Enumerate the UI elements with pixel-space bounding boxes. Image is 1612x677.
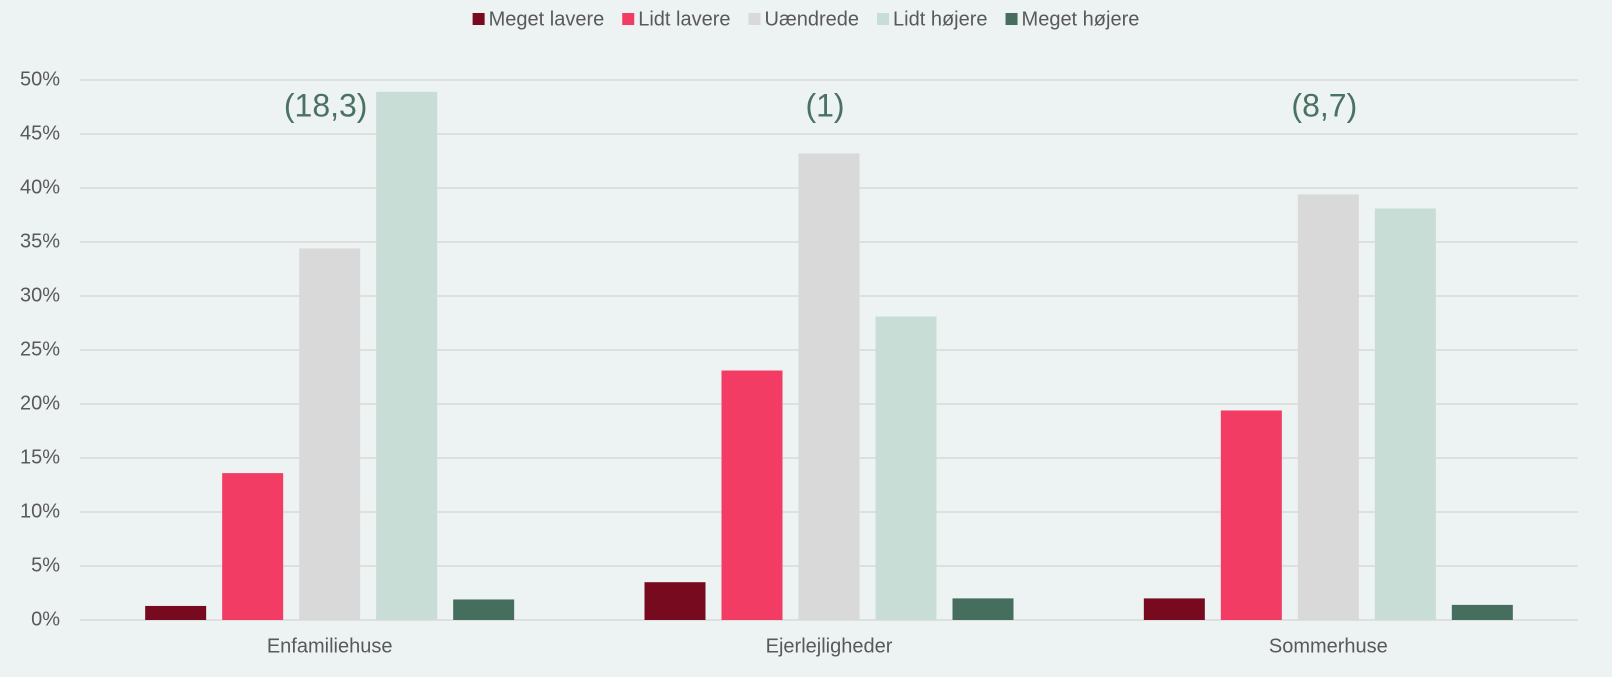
legend-marker	[622, 13, 635, 25]
bar	[299, 248, 361, 621]
legend-marker	[877, 13, 890, 25]
y-tick-label: 35%	[20, 230, 60, 252]
y-tick-label: 0%	[31, 608, 60, 630]
bar	[222, 473, 284, 620]
bar	[798, 153, 860, 620]
bar	[1374, 208, 1436, 620]
bar	[721, 370, 783, 620]
legend-label: Meget højere	[1022, 8, 1140, 30]
bar	[376, 91, 438, 620]
legend-label: Lidt lavere	[638, 8, 730, 30]
legend-marker	[472, 13, 485, 25]
annotation: (1)	[805, 87, 844, 123]
bar	[644, 582, 706, 620]
y-tick-label: 5%	[31, 554, 60, 576]
legend-label: Uændrede	[765, 8, 860, 30]
bar	[453, 599, 515, 620]
x-tick-label: Sommerhuse	[1269, 635, 1388, 657]
legend-marker	[1005, 13, 1018, 25]
y-tick-label: 25%	[20, 338, 60, 360]
y-tick-label: 40%	[20, 176, 60, 198]
annotation: (8,7)	[1291, 87, 1357, 123]
y-tick-label: 50%	[20, 68, 60, 90]
bar	[1451, 604, 1513, 620]
legend-marker	[748, 13, 761, 25]
x-tick-label: Enfamiliehuse	[267, 635, 393, 657]
x-tick-label: Ejerlejligheder	[766, 635, 893, 657]
y-tick-label: 10%	[20, 500, 60, 522]
bar	[1297, 194, 1359, 621]
y-tick-label: 45%	[20, 122, 60, 144]
bar	[952, 598, 1014, 620]
bar	[875, 316, 937, 620]
bar	[145, 605, 207, 620]
y-tick-label: 20%	[20, 392, 60, 414]
y-tick-label: 30%	[20, 284, 60, 306]
bar	[1143, 598, 1205, 620]
annotation: (18,3)	[284, 87, 368, 123]
legend-label: Meget lavere	[489, 8, 605, 30]
bar	[1220, 410, 1282, 620]
legend-label: Lidt højere	[893, 8, 988, 30]
y-tick-label: 15%	[20, 446, 60, 468]
